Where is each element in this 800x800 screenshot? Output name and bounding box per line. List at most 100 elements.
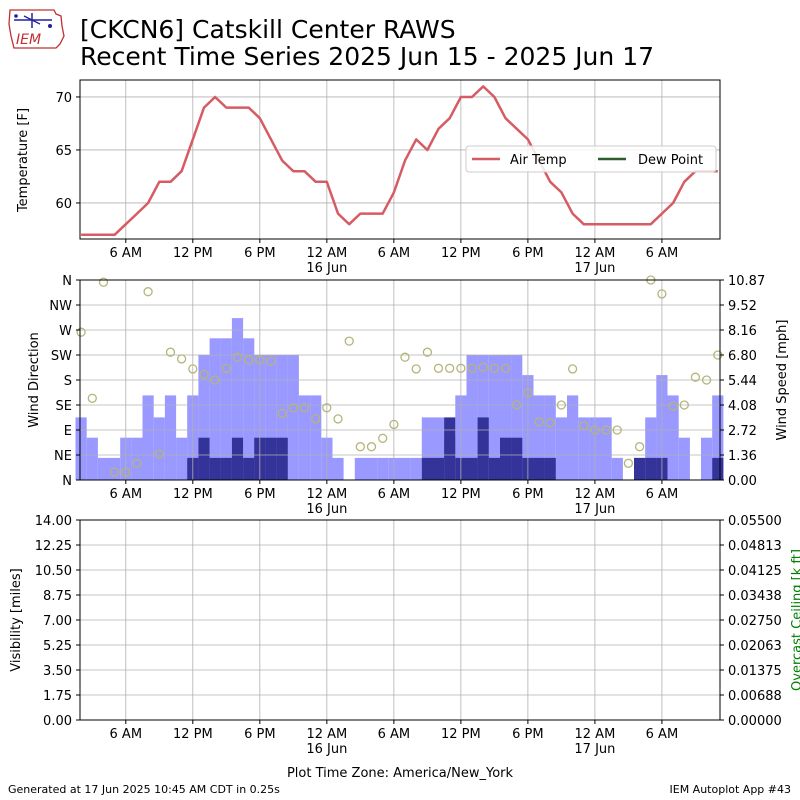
- direction-point: [668, 401, 678, 411]
- direction-point: [132, 458, 142, 468]
- speed-bar: [432, 457, 445, 480]
- gust-bar: [142, 395, 154, 480]
- speed-tick-label: 1.36: [728, 449, 757, 464]
- gust-bar: [410, 457, 422, 480]
- temperature-grid: [80, 80, 720, 239]
- direction-point: [579, 420, 589, 431]
- direction-point: [121, 467, 131, 477]
- x-tick-label: 12 AM: [575, 487, 616, 502]
- ceiling-tick-label: 0.00000: [728, 714, 782, 729]
- speed-bar: [544, 457, 556, 480]
- speed-bar: [511, 437, 523, 480]
- gust-bar: [578, 417, 590, 480]
- direction-tick-label: S: [64, 374, 72, 389]
- x-tick-label: 6 AM: [646, 487, 679, 502]
- gust-bar: [634, 457, 646, 480]
- gust-bar: [488, 354, 500, 480]
- gust-bar: [209, 338, 221, 480]
- gust-bar: [109, 457, 121, 480]
- direction-point: [98, 277, 109, 287]
- ceiling-tick-label: 0.03438: [728, 589, 782, 604]
- gust-bar: [667, 395, 679, 480]
- y-tick-label: 65: [55, 144, 72, 159]
- x-tick-label: 12 PM: [173, 727, 213, 742]
- temperature-frame: [79, 79, 721, 240]
- direction-point: [288, 403, 298, 413]
- speed-tick-label: 5.44: [728, 374, 757, 389]
- gust-bar: [567, 395, 579, 480]
- x-tick-label: 12 PM: [441, 487, 481, 502]
- gust-bar: [444, 437, 456, 480]
- direction-point: [433, 363, 444, 373]
- direction-point: [500, 363, 511, 373]
- gust-bar: [75, 417, 87, 480]
- speed-bar: [187, 457, 199, 480]
- x-tick-label: 6 AM: [646, 246, 679, 261]
- footer-app: IEM Autoplot App #43: [669, 783, 792, 796]
- wind-speed-ylabel: Wind Speed [mph]: [775, 320, 790, 441]
- speed-bar: [500, 437, 512, 480]
- gust-bar: [176, 437, 188, 480]
- speed-tick-label: 4.08: [728, 399, 757, 414]
- speed-bar: [220, 457, 232, 480]
- speed-bar: [276, 437, 288, 480]
- direction-point: [567, 364, 578, 374]
- direction-point: [612, 425, 622, 435]
- direction-point: [366, 442, 377, 452]
- visibility-tick-label: 3.50: [43, 664, 72, 679]
- gust-bar: [611, 457, 623, 480]
- wind-direction-ylabel: Wind Direction: [27, 332, 42, 428]
- ceiling-tick-label: 0.02063: [728, 639, 782, 654]
- visibility-tick-label: 12.25: [35, 539, 72, 554]
- visibility-grid: [80, 519, 720, 721]
- footer-generated: Generated at 17 Jun 2025 10:45 AM CDT in…: [8, 783, 280, 796]
- direction-point: [76, 327, 86, 337]
- gust-bar: [220, 338, 232, 480]
- gust-bar: [555, 417, 567, 480]
- air-temp-line: [81, 85, 718, 237]
- direction-tick-label: N: [62, 474, 72, 489]
- speed-tick-label: 9.52: [728, 299, 757, 314]
- x-tick-label: 12 PM: [441, 727, 481, 742]
- direction-point: [523, 388, 533, 398]
- visibility-tick-label: 1.75: [43, 689, 72, 704]
- gust-bar: [164, 395, 177, 480]
- direction-point: [87, 393, 97, 403]
- gust-bar: [544, 395, 556, 480]
- direction-point: [601, 425, 611, 435]
- visibility-ticks: 0.00 1.75 3.50 5.25 7.00 8.75 10.50 12.25 14.00: [35, 514, 80, 729]
- gust-bar: [421, 417, 433, 480]
- x-tick-sublabel: 17 Jun: [574, 742, 615, 757]
- speed-bar: [421, 457, 433, 480]
- direction-point: [701, 375, 712, 385]
- gust-bar: [365, 457, 378, 480]
- visibility-tick-label: 8.75: [43, 589, 72, 604]
- gust-bar: [120, 437, 132, 480]
- direction-point: [109, 467, 120, 477]
- gust-bar: [645, 417, 657, 480]
- wind-bars: [75, 318, 724, 480]
- temperature-ylabel: Temperature [F]: [16, 108, 31, 213]
- legend-air-temp-label: Air Temp: [510, 153, 567, 168]
- speed-bar: [444, 417, 456, 480]
- direction-point: [188, 364, 198, 374]
- x-tick-label: 6 PM: [244, 246, 275, 261]
- direction-point: [244, 355, 254, 365]
- wind-direction-ticks: N NE E SE S SW W NW N: [49, 274, 80, 489]
- speed-bar: [634, 457, 646, 480]
- direction-point: [657, 289, 667, 299]
- title-line-2: Recent Time Series 2025 Jun 15 - 2025 Ju…: [80, 42, 654, 71]
- gust-bar: [712, 395, 724, 480]
- logo-text: IEM: [16, 32, 41, 48]
- visibility-tick-label: 7.00: [43, 614, 72, 629]
- x-tick-label: 12 PM: [441, 246, 481, 261]
- gust-bar: [332, 457, 344, 480]
- visibility-tick-label: 5.25: [43, 639, 72, 654]
- direction-point: [199, 369, 209, 380]
- direction-point: [400, 352, 410, 362]
- speed-bar: [455, 457, 467, 480]
- wind-grid: [80, 279, 720, 481]
